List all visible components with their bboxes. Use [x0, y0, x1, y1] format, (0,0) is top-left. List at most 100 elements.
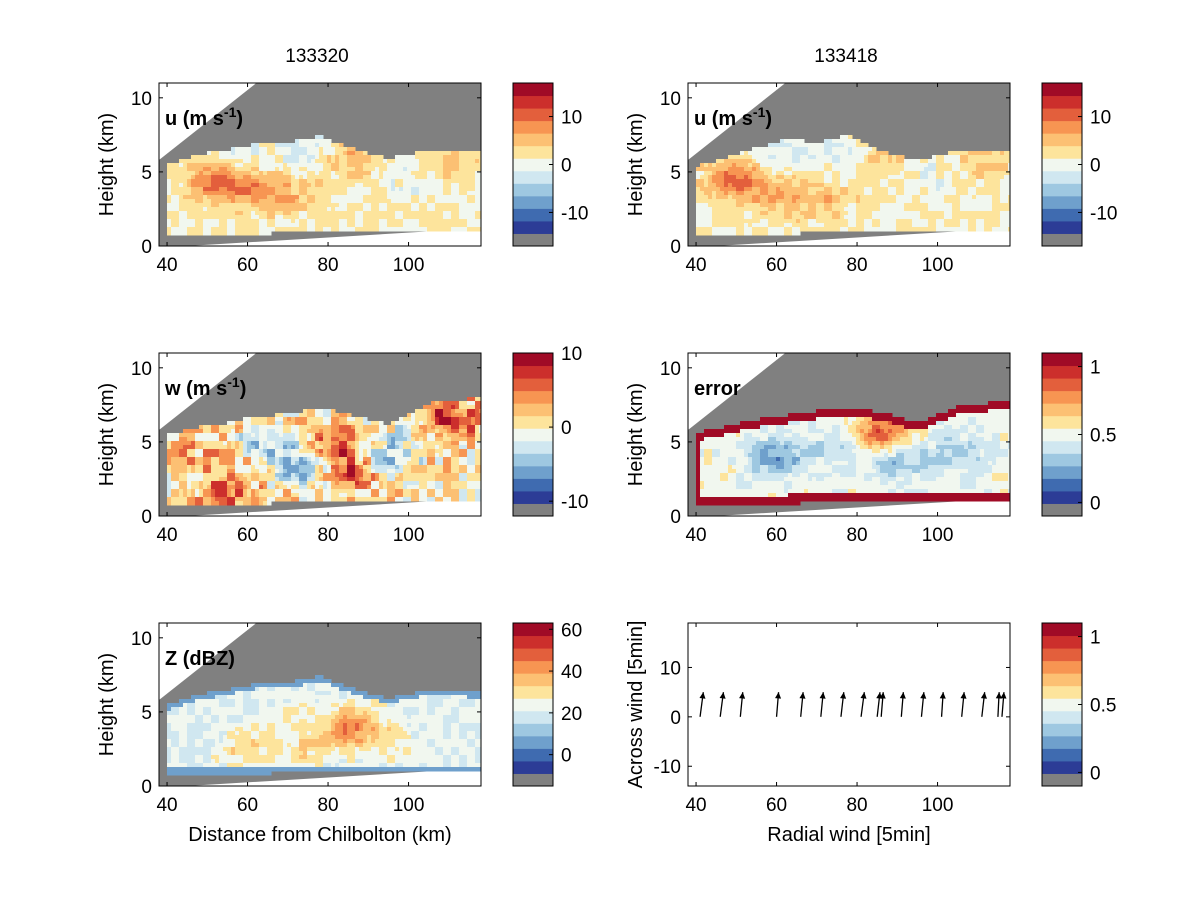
y-tick-label: 10 — [131, 359, 152, 380]
x-tick-label: 60 — [766, 795, 787, 816]
wind-arrow — [739, 692, 746, 717]
y-tick-label: 5 — [670, 433, 681, 454]
colorbar-tick-label: 1 — [1090, 628, 1101, 649]
colorbar-swatch — [1042, 415, 1082, 429]
x-axis-label: Distance from Chilbolton (km) — [188, 824, 451, 846]
wind-arrow — [980, 692, 987, 717]
colorbar: 60 40 20 0 — [512, 620, 582, 787]
colorbar-swatch — [513, 428, 553, 442]
y-tick-label: -10 — [654, 757, 681, 778]
x-tick-label: 80 — [317, 255, 338, 276]
colorbar-swatch — [1042, 623, 1082, 637]
colorbar-swatch — [1042, 710, 1082, 724]
x-tick-label: 60 — [237, 255, 258, 276]
colorbar-swatch — [513, 748, 553, 762]
colorbar-tick-label: 10 — [561, 108, 582, 129]
colorbar-swatch — [1042, 158, 1082, 172]
wind-arrow — [719, 692, 726, 717]
colorbar-swatch — [513, 390, 553, 404]
wind-arrow — [819, 692, 826, 717]
wind-arrow — [920, 692, 927, 717]
colorbar-swatch — [1042, 378, 1082, 392]
colorbar-swatch — [513, 183, 553, 197]
heatmap-u-133320 — [159, 83, 481, 246]
axes-frame — [158, 622, 482, 787]
colorbar-tick-label: 0 — [1090, 763, 1101, 784]
colorbar-swatch — [513, 415, 553, 429]
x-axis-label: Radial wind [5min] — [767, 824, 930, 846]
colorbar-swatch — [513, 623, 553, 637]
colorbar-tick-label: 0 — [561, 156, 572, 177]
colorbar: 10 0 -10 — [512, 344, 588, 517]
y-tick-label: 0 — [670, 708, 681, 729]
colorbar-tick-label: 20 — [561, 704, 582, 725]
wind-arrow — [699, 692, 706, 717]
colorbar-masked-swatch — [513, 773, 553, 786]
colorbar-masked-swatch — [1042, 233, 1082, 246]
colorbar-swatch — [513, 208, 553, 222]
colorbar-swatch — [1042, 760, 1082, 774]
colorbar-tick-label: 0 — [1090, 493, 1101, 514]
colorbar-swatch — [1042, 108, 1082, 122]
colorbar-swatch — [1042, 403, 1082, 417]
y-axis-label: Height (km) — [96, 653, 118, 756]
heatmap-u-133418 — [688, 83, 1010, 246]
colorbar-swatch — [513, 120, 553, 134]
wind-arrow — [899, 692, 906, 717]
y-tick-label: 0 — [141, 237, 152, 258]
colorbar-swatch — [513, 760, 553, 774]
colorbar-masked-swatch — [1042, 773, 1082, 786]
y-axis-label: Height (km) — [625, 113, 647, 216]
panel-label: w (m s-1) — [164, 374, 246, 400]
colorbar-swatch — [1042, 748, 1082, 762]
wind-arrow — [939, 692, 946, 717]
colorbar-masked-swatch — [513, 233, 553, 246]
x-tick-label: 40 — [685, 795, 706, 816]
y-tick-label: 5 — [141, 433, 152, 454]
colorbar-swatch — [1042, 453, 1082, 467]
wind-arrow — [879, 692, 886, 717]
colorbar-masked-swatch — [513, 503, 553, 516]
y-tick-label: 5 — [141, 163, 152, 184]
colorbar: 10 0 -10 — [1041, 82, 1117, 247]
x-tick-label: 60 — [237, 525, 258, 546]
panel-label: error — [694, 378, 741, 400]
x-tick-label: 60 — [766, 255, 787, 276]
y-axis-label: Height (km) — [625, 383, 647, 486]
colorbar-swatch — [1042, 83, 1082, 97]
colorbar-swatch — [1042, 428, 1082, 442]
colorbar-tick-label: 60 — [561, 620, 582, 641]
wind-arrow — [775, 692, 782, 717]
axes-frame — [158, 82, 482, 247]
colorbar: 10.50 — [1041, 352, 1116, 517]
colorbar-swatch — [513, 685, 553, 699]
heatmap-w-133320 — [159, 353, 481, 516]
colorbar-swatch — [1042, 170, 1082, 184]
colorbar-swatch — [513, 220, 553, 234]
colorbar-swatch — [513, 95, 553, 109]
colorbar-swatch — [1042, 183, 1082, 197]
colorbar: 10 0 -10 — [512, 82, 588, 247]
heatmap-z-133320 — [159, 623, 481, 786]
colorbar-swatch — [1042, 353, 1082, 367]
colorbar-swatch — [513, 465, 553, 479]
x-tick-label: 40 — [685, 255, 706, 276]
x-tick-label: 40 — [156, 525, 177, 546]
y-tick-label: 10 — [660, 359, 681, 380]
wind-arrow — [1000, 692, 1007, 717]
colorbar-swatch — [1042, 660, 1082, 674]
colorbar-swatch — [513, 195, 553, 209]
colorbar-swatch — [1042, 365, 1082, 379]
colorbar-swatch — [1042, 440, 1082, 454]
x-tick-label: 100 — [393, 525, 425, 546]
colorbar-swatch — [1042, 220, 1082, 234]
axes-frame — [687, 82, 1011, 247]
colorbar-tick-label: 0.5 — [1090, 426, 1116, 447]
x-tick-label: 40 — [685, 525, 706, 546]
colorbar-swatch — [1042, 120, 1082, 134]
colorbar-tick-label: 0 — [561, 746, 572, 767]
panel-z-133320: Z (dBZ) 40 60 80 100 0 5 10 Height (km) Distance … — [96, 620, 582, 846]
colorbar-swatch — [513, 83, 553, 97]
wind-arrow — [995, 692, 1002, 717]
